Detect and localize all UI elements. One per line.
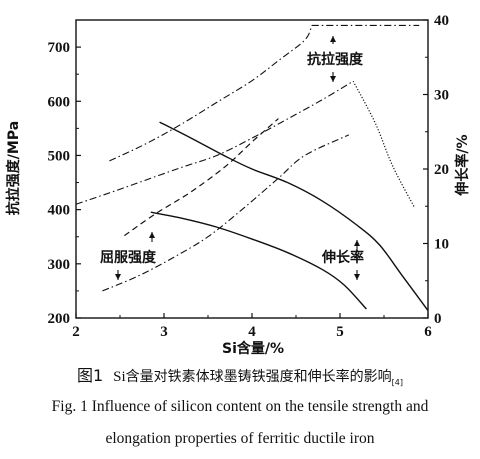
right-y-tick-label: 30 [434, 88, 449, 104]
series-line-1 [109, 25, 313, 162]
arrow-yield-down-head [115, 274, 121, 280]
x-axis-label: Si含量/% [222, 340, 284, 357]
series-line-8 [150, 211, 367, 310]
series-line-5 [124, 118, 279, 237]
arrow-elong-up-head [354, 240, 360, 246]
series-line-6 [102, 134, 350, 292]
caption-cn-ref: [4] [391, 377, 404, 387]
caption-cn-text: 含量对铁素体球墨铸铁强度和伸长率的影响 [125, 369, 392, 385]
annotations [115, 36, 360, 280]
x-tick-label: 3 [160, 324, 168, 340]
left-y-axis-label: 抗拉强度/MPa [5, 121, 22, 215]
left-y-tick-label: 700 [48, 40, 71, 56]
series-line-4 [352, 80, 416, 209]
x-tick-label: 2 [72, 324, 80, 340]
arrow-tensile-down-head [330, 76, 336, 82]
right-y-tick-label: 0 [434, 311, 442, 327]
left-y-tick-label: 600 [48, 94, 71, 110]
x-tick-label: 6 [424, 324, 432, 340]
caption-english-line2: elongation properties of ferritic ductil… [105, 430, 375, 447]
series-line-7 [159, 121, 429, 311]
x-tick-label: 4 [248, 324, 256, 340]
left-y-axis: 200 300 400 500 600 700 [48, 40, 81, 327]
figure-number: 图1 [76, 366, 104, 385]
left-y-tick-label: 300 [48, 257, 71, 273]
series-group [75, 24, 429, 311]
chart: 2 3 4 5 6 200 300 400 500 600 700 0 10 20 30 40 Si含量/… [5, 13, 471, 357]
annotation-label-yield: 屈服强度 [100, 249, 157, 266]
arrow-tensile-up-head [330, 36, 336, 42]
right-y-axis: 0 10 20 30 40 [423, 13, 449, 327]
left-y-tick-label: 500 [48, 148, 71, 164]
right-y-axis-label: 伸长率/% [454, 134, 471, 196]
caption-cn-si: Si [113, 369, 126, 385]
series-line-2 [75, 80, 354, 205]
annotation-label-elongation: 伸长率 [321, 249, 364, 266]
arrow-elong-down-head [354, 274, 360, 280]
caption-english-line1: Fig. 1 Influence of silicon content on t… [51, 398, 429, 415]
x-axis: 2 3 4 5 6 [72, 313, 432, 340]
caption-chinese: 图1 Si含量对铁素体球墨铸铁强度和伸长率的影响[4] [0, 362, 480, 387]
x-tick-label: 5 [336, 324, 344, 340]
arrow-yield-up-head [149, 232, 155, 238]
right-y-tick-label: 10 [434, 237, 449, 253]
right-y-tick-label: 40 [434, 13, 449, 29]
left-y-tick-label: 200 [48, 311, 71, 327]
left-y-tick-label: 400 [48, 203, 71, 219]
annotation-label-tensile: 抗拉强度 [307, 51, 364, 68]
right-y-tick-label: 20 [434, 162, 449, 178]
